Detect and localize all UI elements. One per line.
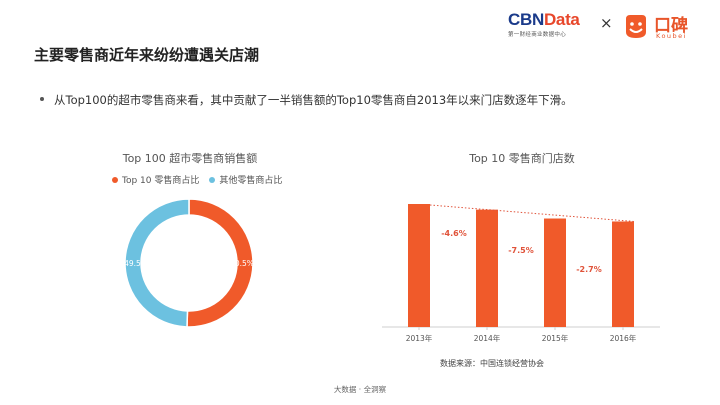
- donut-legend: Top 10 零售商占比 其他零售商占比: [112, 173, 292, 186]
- bar: [408, 204, 430, 327]
- header: 主要零售商近年来纷纷遭遇关店潮 CBNData 第一财经商业数据中心 × 口碑 …: [0, 0, 720, 76]
- page-title: 主要零售商近年来纷纷遭遇关店潮: [34, 46, 260, 64]
- change-annotation: -4.6%: [441, 229, 467, 238]
- donut-data-label: 50.5%: [230, 259, 254, 268]
- x-tick-label: 2016年: [610, 333, 637, 343]
- legend-label-top10: Top 10 零售商占比: [122, 176, 200, 186]
- x-tick-label: 2014年: [474, 333, 501, 343]
- donut-slice: [186, 198, 254, 328]
- change-annotation: -2.7%: [576, 265, 602, 274]
- source-note: 数据来源：中国连锁经营协会: [440, 359, 544, 368]
- legend-label-others: 其他零售商占比: [219, 176, 283, 186]
- legend-swatch-orange: [112, 176, 118, 183]
- bullet-point: 从Top100的超市零售商来看，其中贡献了一半销售额的Top10零售商自2013…: [40, 92, 573, 108]
- cbn-logo-part1: CBN: [508, 10, 544, 29]
- cbn-logo-part2: Data: [543, 10, 580, 29]
- donut-chart-title: Top 100 超市零售商销售额: [122, 152, 258, 165]
- times-icon: ×: [600, 14, 613, 32]
- bar-chart-title: Top 10 零售商门店数: [469, 152, 575, 165]
- koubei-logo-sub: Koubei: [656, 32, 687, 40]
- logo-area: CBNData 第一财经商业数据中心 × 口碑 Koubei: [508, 10, 708, 42]
- bar: [544, 218, 566, 327]
- footer-text: 大数据 · 全洞察: [333, 385, 387, 394]
- donut-slice: [124, 198, 190, 328]
- bar: [612, 221, 634, 327]
- legend-item-top10: Top 10 零售商占比: [112, 173, 199, 186]
- koubei-logo: 口碑 Koubei: [620, 10, 708, 42]
- koubei-face-icon: [626, 15, 646, 38]
- x-tick-label: 2015年: [542, 333, 569, 343]
- legend-swatch-blue: [209, 176, 216, 183]
- cbn-logo-tagline: 第一财经商业数据中心: [508, 32, 567, 38]
- cbndata-logo: CBNData 第一财经商业数据中心: [508, 10, 580, 38]
- x-tick-label: 2013年: [406, 333, 433, 343]
- bullet-text: 从Top100的超市零售商来看，其中贡献了一半销售额的Top10零售商自2013…: [54, 93, 573, 107]
- bullet-dot-icon: [40, 96, 44, 101]
- trend-line: [429, 204, 635, 222]
- legend-item-others: 其他零售商占比: [209, 173, 282, 186]
- change-annotation: -7.5%: [508, 246, 534, 255]
- koubei-logo-text: 口碑: [654, 16, 688, 36]
- bar: [476, 209, 498, 327]
- donut-data-label: 49.5%: [124, 259, 148, 268]
